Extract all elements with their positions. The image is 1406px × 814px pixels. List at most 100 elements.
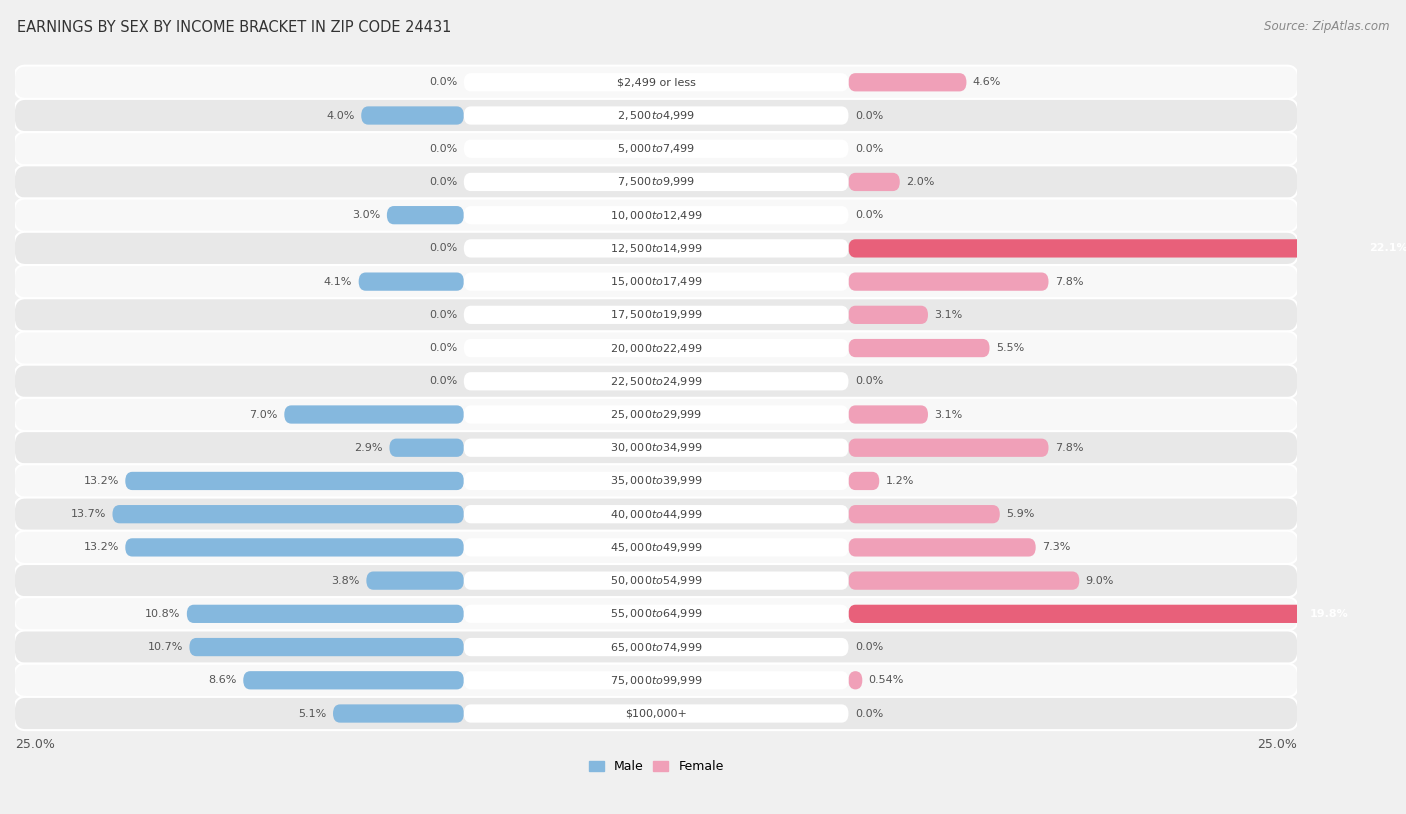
- FancyBboxPatch shape: [848, 605, 1357, 623]
- FancyBboxPatch shape: [464, 571, 848, 590]
- Text: 0.0%: 0.0%: [855, 144, 883, 154]
- FancyBboxPatch shape: [187, 605, 464, 623]
- FancyBboxPatch shape: [14, 564, 1299, 597]
- FancyBboxPatch shape: [464, 472, 848, 490]
- FancyBboxPatch shape: [14, 66, 1299, 98]
- Text: $35,000 to $39,999: $35,000 to $39,999: [610, 475, 703, 488]
- FancyBboxPatch shape: [848, 405, 928, 423]
- Text: 3.8%: 3.8%: [332, 575, 360, 585]
- FancyBboxPatch shape: [359, 273, 464, 291]
- FancyBboxPatch shape: [112, 505, 464, 523]
- FancyBboxPatch shape: [367, 571, 464, 590]
- Text: $2,499 or less: $2,499 or less: [617, 77, 696, 87]
- FancyBboxPatch shape: [14, 132, 1299, 165]
- FancyBboxPatch shape: [464, 538, 848, 557]
- FancyBboxPatch shape: [14, 265, 1299, 298]
- Text: EARNINGS BY SEX BY INCOME BRACKET IN ZIP CODE 24431: EARNINGS BY SEX BY INCOME BRACKET IN ZIP…: [17, 20, 451, 35]
- FancyBboxPatch shape: [14, 165, 1299, 199]
- Text: $5,000 to $7,499: $5,000 to $7,499: [617, 142, 696, 155]
- Text: 4.1%: 4.1%: [323, 277, 353, 287]
- Legend: Male, Female: Male, Female: [583, 755, 728, 778]
- FancyBboxPatch shape: [848, 505, 1000, 523]
- FancyBboxPatch shape: [14, 232, 1299, 265]
- Text: 7.3%: 7.3%: [1042, 542, 1070, 553]
- FancyBboxPatch shape: [14, 398, 1299, 431]
- FancyBboxPatch shape: [464, 339, 848, 357]
- FancyBboxPatch shape: [848, 538, 1036, 557]
- FancyBboxPatch shape: [464, 206, 848, 225]
- FancyBboxPatch shape: [14, 697, 1299, 730]
- Text: $50,000 to $54,999: $50,000 to $54,999: [610, 574, 703, 587]
- FancyBboxPatch shape: [848, 339, 990, 357]
- Text: 13.2%: 13.2%: [83, 542, 120, 553]
- Text: $7,500 to $9,999: $7,500 to $9,999: [617, 176, 696, 189]
- Text: 0.0%: 0.0%: [429, 177, 457, 187]
- FancyBboxPatch shape: [464, 372, 848, 391]
- FancyBboxPatch shape: [464, 672, 848, 689]
- FancyBboxPatch shape: [14, 464, 1299, 497]
- Text: 1.2%: 1.2%: [886, 476, 914, 486]
- FancyBboxPatch shape: [284, 405, 464, 423]
- Text: 0.0%: 0.0%: [429, 310, 457, 320]
- Text: $40,000 to $44,999: $40,000 to $44,999: [610, 508, 703, 521]
- FancyBboxPatch shape: [389, 439, 464, 457]
- Text: 0.0%: 0.0%: [429, 243, 457, 253]
- Text: $2,500 to $4,999: $2,500 to $4,999: [617, 109, 696, 122]
- Text: 0.0%: 0.0%: [855, 708, 883, 719]
- Text: $65,000 to $74,999: $65,000 to $74,999: [610, 641, 703, 654]
- Text: 5.5%: 5.5%: [995, 343, 1024, 353]
- Text: 4.6%: 4.6%: [973, 77, 1001, 87]
- Text: 19.8%: 19.8%: [1310, 609, 1348, 619]
- FancyBboxPatch shape: [464, 605, 848, 623]
- FancyBboxPatch shape: [14, 531, 1299, 564]
- FancyBboxPatch shape: [14, 98, 1299, 132]
- FancyBboxPatch shape: [464, 73, 848, 91]
- FancyBboxPatch shape: [125, 472, 464, 490]
- Text: 0.54%: 0.54%: [869, 676, 904, 685]
- Text: 5.9%: 5.9%: [1007, 510, 1035, 519]
- FancyBboxPatch shape: [14, 331, 1299, 365]
- Text: $100,000+: $100,000+: [626, 708, 688, 719]
- FancyBboxPatch shape: [464, 306, 848, 324]
- FancyBboxPatch shape: [848, 571, 1080, 590]
- Text: 8.6%: 8.6%: [208, 676, 236, 685]
- Text: 2.9%: 2.9%: [354, 443, 382, 453]
- FancyBboxPatch shape: [848, 173, 900, 191]
- Text: 0.0%: 0.0%: [429, 376, 457, 387]
- Text: $17,500 to $19,999: $17,500 to $19,999: [610, 309, 703, 322]
- FancyBboxPatch shape: [14, 365, 1299, 398]
- Text: 0.0%: 0.0%: [855, 210, 883, 220]
- Text: 0.0%: 0.0%: [855, 642, 883, 652]
- Text: 7.8%: 7.8%: [1054, 277, 1084, 287]
- FancyBboxPatch shape: [14, 199, 1299, 232]
- Text: 3.0%: 3.0%: [352, 210, 381, 220]
- Text: $15,000 to $17,499: $15,000 to $17,499: [610, 275, 703, 288]
- Text: 10.7%: 10.7%: [148, 642, 183, 652]
- Text: 0.0%: 0.0%: [429, 343, 457, 353]
- FancyBboxPatch shape: [464, 139, 848, 158]
- Text: 4.0%: 4.0%: [326, 111, 354, 120]
- Text: $45,000 to $49,999: $45,000 to $49,999: [610, 540, 703, 554]
- Text: $55,000 to $64,999: $55,000 to $64,999: [610, 607, 703, 620]
- Text: $25,000 to $29,999: $25,000 to $29,999: [610, 408, 702, 421]
- FancyBboxPatch shape: [464, 273, 848, 291]
- FancyBboxPatch shape: [14, 631, 1299, 663]
- FancyBboxPatch shape: [848, 273, 1049, 291]
- Text: 2.0%: 2.0%: [907, 177, 935, 187]
- Text: 13.7%: 13.7%: [70, 510, 105, 519]
- Text: 25.0%: 25.0%: [1257, 738, 1298, 751]
- FancyBboxPatch shape: [190, 638, 464, 656]
- FancyBboxPatch shape: [333, 704, 464, 723]
- FancyBboxPatch shape: [464, 239, 848, 257]
- Text: Source: ZipAtlas.com: Source: ZipAtlas.com: [1264, 20, 1389, 33]
- FancyBboxPatch shape: [14, 497, 1299, 531]
- FancyBboxPatch shape: [14, 597, 1299, 631]
- FancyBboxPatch shape: [464, 638, 848, 656]
- Text: 3.1%: 3.1%: [935, 310, 963, 320]
- Text: $22,500 to $24,999: $22,500 to $24,999: [610, 374, 703, 387]
- FancyBboxPatch shape: [848, 239, 1406, 257]
- FancyBboxPatch shape: [125, 538, 464, 557]
- Text: 5.1%: 5.1%: [298, 708, 326, 719]
- FancyBboxPatch shape: [14, 663, 1299, 697]
- Text: 22.1%: 22.1%: [1369, 243, 1406, 253]
